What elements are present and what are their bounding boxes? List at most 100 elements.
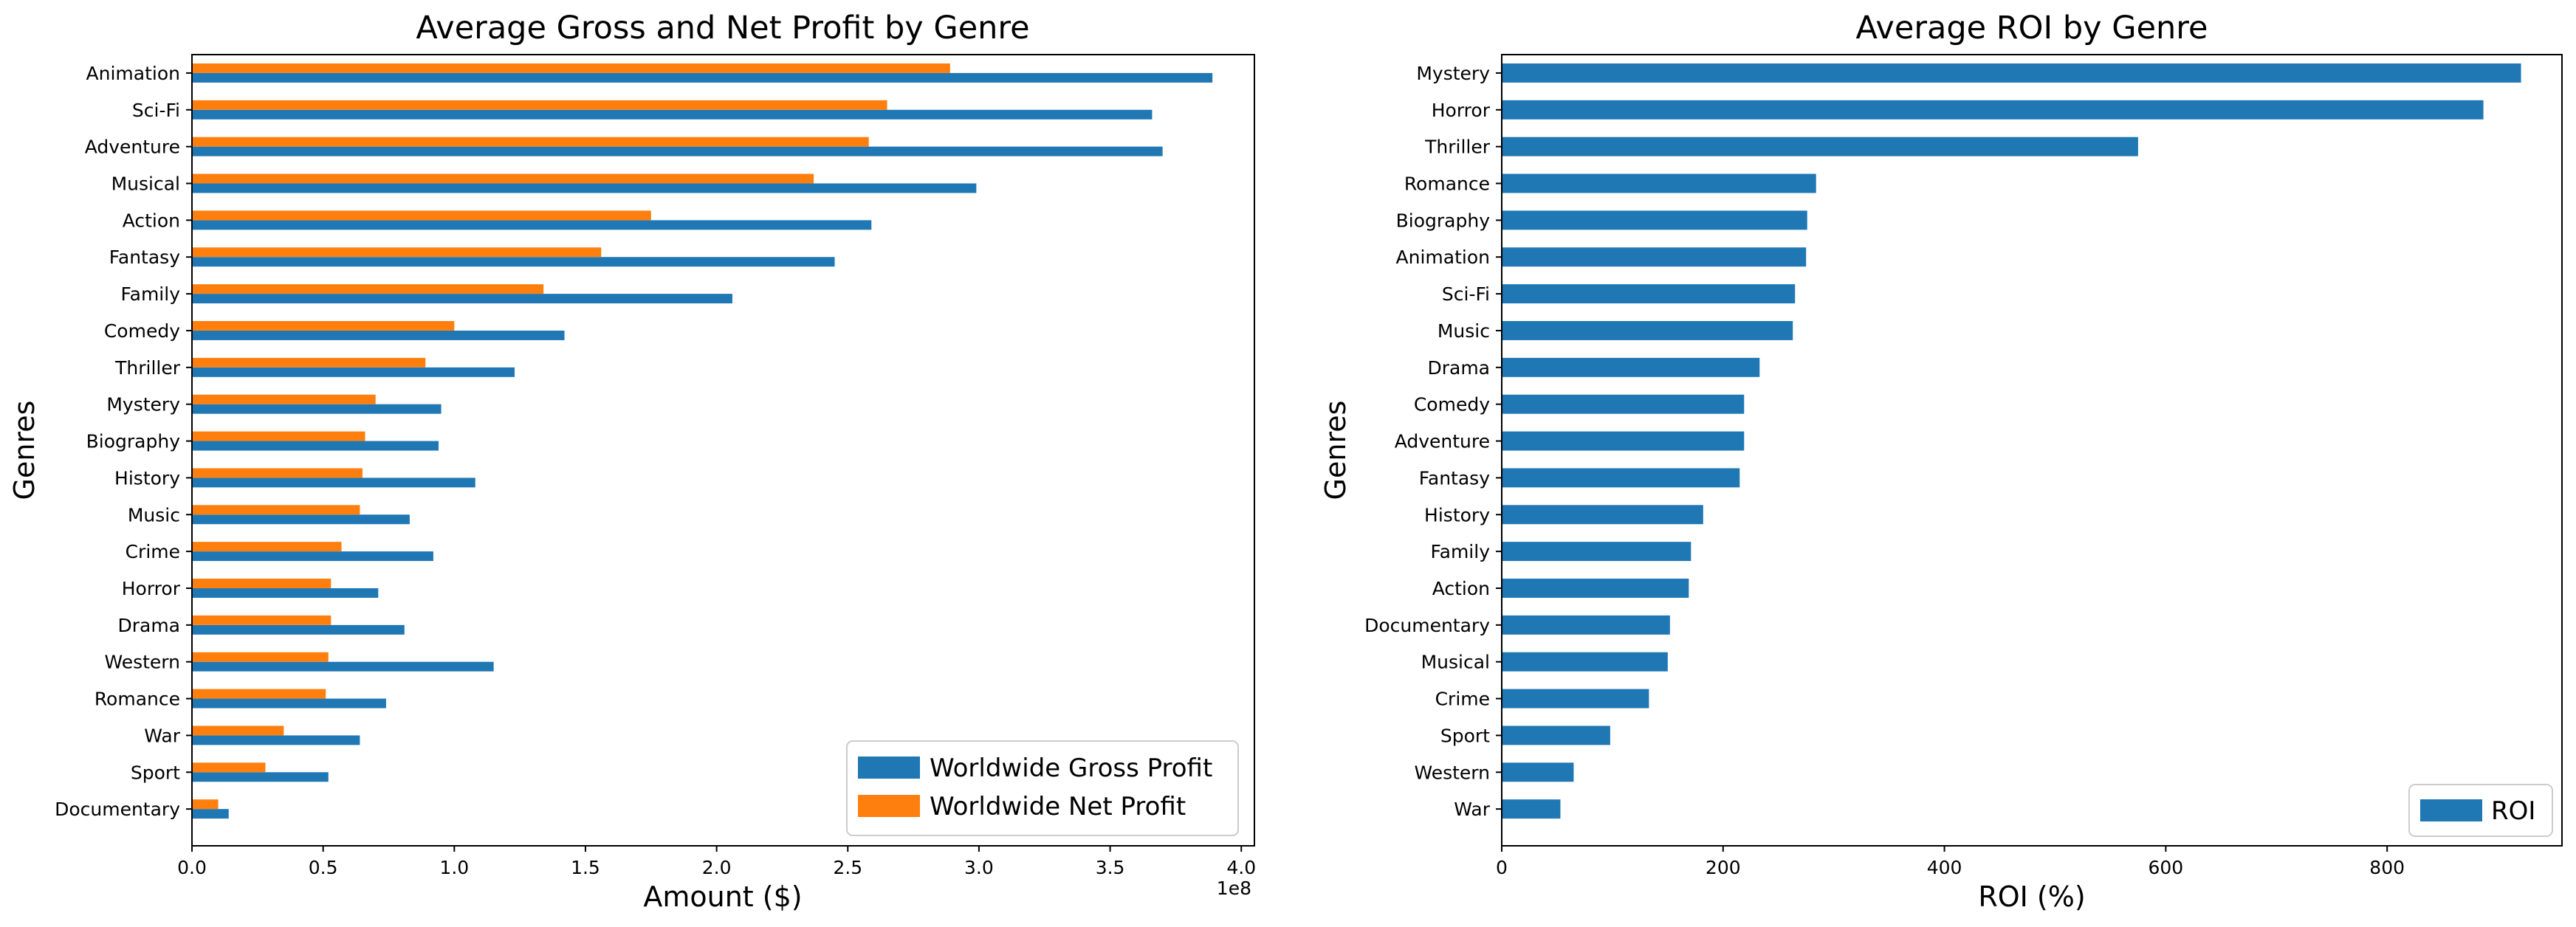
y-tick-label-documentary: Documentary (55, 799, 180, 820)
y-tick-label-sci-fi: Sci-Fi (132, 100, 180, 121)
bar-worldwide-gross-profit-music (192, 514, 410, 525)
bar-roi-history (1502, 505, 1703, 525)
y-ticks: Animation Sci-Fi Adventure Musical Action Fan… (55, 63, 192, 820)
bar-worldwide-gross-profit-comedy (192, 330, 565, 340)
y-tick-label-crime: Crime (1435, 689, 1490, 710)
x-tick-label: 0.0 (177, 857, 207, 878)
bar-worldwide-gross-profit-horror (192, 587, 379, 598)
bars (192, 63, 1213, 819)
bar-worldwide-gross-profit-war (192, 735, 360, 745)
y-tick-label-sport: Sport (1440, 725, 1490, 746)
x-tick-label: 2.5 (833, 857, 862, 878)
y-tick-label-western: Western (1414, 762, 1490, 783)
bar-worldwide-gross-profit-history (192, 478, 475, 488)
y-tick-label-mystery: Mystery (1416, 63, 1490, 84)
legend: ROI (2408, 784, 2553, 837)
y-tick-label-fantasy: Fantasy (109, 247, 180, 268)
y-tick-label-crime: Crime (126, 541, 180, 562)
bar-worldwide-gross-profit-fantasy (192, 257, 835, 267)
y-tick-label-music: Music (128, 504, 180, 525)
y-tick-label-animation: Animation (1396, 247, 1490, 268)
bar-worldwide-gross-profit-romance (192, 698, 386, 709)
bar-roi-comedy (1502, 394, 1745, 414)
bar-roi-biography (1502, 210, 1807, 230)
y-axis-label: Genres (8, 401, 41, 500)
y-axis-label: Genres (1319, 401, 1352, 500)
bar-worldwide-net-profit-western (192, 652, 329, 662)
x-ticks: 0 200 400 600 800 (1496, 846, 2405, 878)
legend-box (846, 740, 1239, 836)
legend-swatch-roi (2420, 799, 2482, 821)
y-tick-label-mystery: Mystery (106, 394, 180, 416)
bar-worldwide-gross-profit-thriller (192, 367, 515, 377)
bar-worldwide-gross-profit-family (192, 294, 732, 304)
y-ticks: Mystery Horror Thriller Romance Biography Ani… (1364, 63, 1502, 820)
bar-roi-drama (1502, 357, 1760, 377)
legend-label-roi: ROI (2491, 796, 2535, 826)
legend-swatch-net (858, 795, 920, 817)
y-tick-label-action: Action (1432, 578, 1490, 599)
bar-roi-family (1502, 542, 1691, 562)
y-tick-label-music: Music (1438, 320, 1490, 342)
y-tick-label-thriller: Thriller (114, 357, 181, 379)
y-tick-label-drama: Drama (117, 615, 180, 636)
y-tick-label-family: Family (121, 283, 181, 305)
bar-worldwide-gross-profit-drama (192, 624, 405, 635)
bar-worldwide-gross-profit-biography (192, 441, 439, 451)
y-tick-label-history: History (114, 467, 180, 489)
x-axis-label: ROI (%) (1978, 881, 2085, 913)
y-tick-label-horror: Horror (1432, 100, 1491, 121)
bar-worldwide-net-profit-musical (192, 173, 814, 184)
bar-worldwide-gross-profit-documentary (192, 809, 229, 819)
y-tick-label-fantasy: Fantasy (1419, 467, 1490, 489)
bar-roi-war (1502, 799, 1561, 819)
bar-roi-sci-fi (1502, 284, 1796, 304)
bar-worldwide-net-profit-biography (192, 431, 365, 441)
bar-roi-adventure (1502, 431, 1745, 451)
y-tick-label-war: War (1454, 799, 1490, 820)
y-tick-label-drama: Drama (1427, 357, 1490, 379)
bar-worldwide-net-profit-music (192, 505, 360, 515)
bar-roi-western (1502, 762, 1574, 782)
bar-worldwide-net-profit-drama (192, 615, 332, 625)
y-tick-label-adventure: Adventure (1395, 431, 1490, 452)
bar-worldwide-net-profit-sci-fi (192, 100, 887, 110)
y-tick-label-history: History (1424, 504, 1490, 525)
bar-roi-mystery (1502, 63, 2521, 83)
chart-gross-net: Average Gross and Net Profit by Genre Ge… (8, 10, 1256, 913)
bars (1502, 63, 2521, 819)
legend: Worldwide Gross Profit Worldwide Net Pro… (846, 740, 1239, 836)
y-tick-label-action: Action (123, 210, 180, 231)
bar-worldwide-net-profit-animation (192, 63, 950, 73)
y-tick-label-animation: Animation (86, 63, 180, 84)
bar-roi-music (1502, 320, 1793, 340)
y-tick-label-musical: Musical (111, 173, 180, 195)
bar-worldwide-gross-profit-western (192, 661, 494, 672)
bar-worldwide-net-profit-war (192, 726, 284, 736)
y-tick-label-biography: Biography (86, 431, 181, 452)
bar-roi-fantasy (1502, 468, 1740, 488)
x-tick-label: 800 (2369, 857, 2405, 878)
y-tick-label-thriller: Thriller (1424, 137, 1491, 158)
legend-swatch-gross (858, 757, 920, 779)
bar-worldwide-net-profit-horror (192, 579, 332, 588)
bar-worldwide-net-profit-crime (192, 542, 342, 552)
legend-label-net: Worldwide Net Profit (930, 792, 1186, 821)
x-tick-label: 3.5 (1096, 857, 1125, 878)
x-tick-label: 400 (1927, 857, 1962, 878)
bar-worldwide-net-profit-family (192, 284, 544, 294)
bar-roi-documentary (1502, 615, 1670, 635)
bar-worldwide-net-profit-documentary (192, 799, 219, 810)
bar-worldwide-net-profit-sport (192, 762, 266, 773)
bar-worldwide-net-profit-thriller (192, 357, 426, 368)
bar-worldwide-gross-profit-sport (192, 772, 329, 782)
bar-roi-horror (1502, 100, 2484, 120)
chart-title: Average ROI by Genre (1856, 10, 2208, 46)
bar-roi-action (1502, 579, 1689, 598)
chart-title: Average Gross and Net Profit by Genre (416, 10, 1029, 46)
x-tick-label: 1.0 (439, 857, 469, 878)
x-tick-label: 1.5 (571, 857, 600, 878)
bar-roi-thriller (1502, 137, 2138, 156)
bar-worldwide-net-profit-romance (192, 689, 326, 699)
